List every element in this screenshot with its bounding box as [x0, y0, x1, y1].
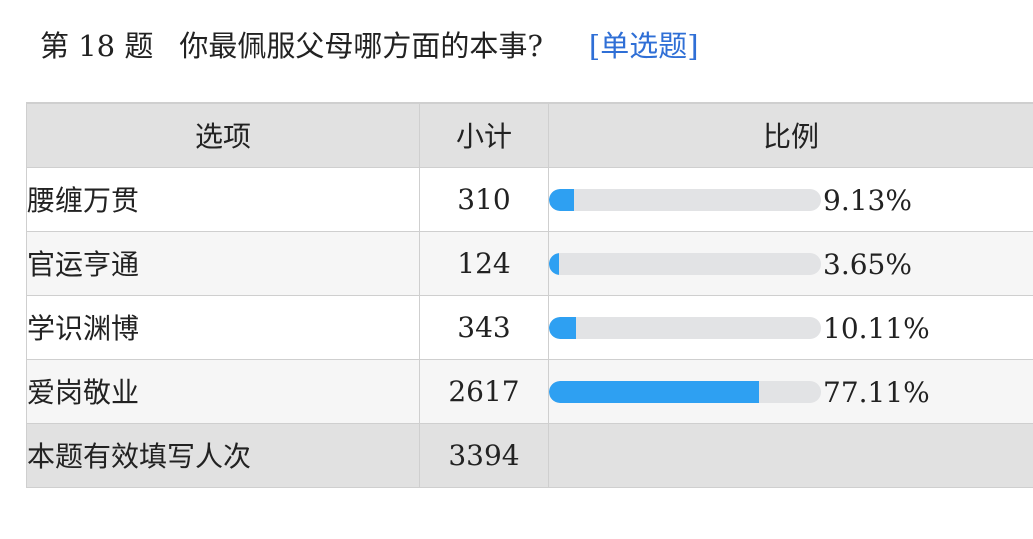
- option-label: 腰缠万贯: [26, 166, 420, 232]
- header-ratio: 比例: [548, 102, 1033, 168]
- table-row: 官运亨通 124 3.65%: [26, 230, 1033, 296]
- question-header: 第 18 题你最佩服父母哪方面的本事? [单选题]: [40, 26, 699, 66]
- ratio-cell: 9.13%: [548, 166, 1033, 232]
- progress-bar-fill: [549, 381, 759, 403]
- question-type-label: [单选题]: [588, 29, 699, 63]
- progress-bar-track: [549, 317, 821, 339]
- percent-label: 3.65%: [823, 247, 912, 281]
- progress-bar-fill: [549, 189, 574, 211]
- option-label: 官运亨通: [26, 230, 420, 296]
- option-count: 343: [419, 294, 549, 360]
- option-label: 爱岗敬业: [26, 358, 420, 424]
- percent-label: 9.13%: [823, 183, 912, 217]
- table-header-row: 选项 小计 比例: [26, 102, 1033, 168]
- table-row: 腰缠万贯 310 9.13%: [26, 166, 1033, 232]
- table-row: 学识渊博 343 10.11%: [26, 294, 1033, 360]
- question-number: 第 18 题: [40, 29, 154, 63]
- option-label: 学识渊博: [26, 294, 420, 360]
- question-text: 你最佩服父母哪方面的本事?: [179, 29, 543, 63]
- option-count: 310: [419, 166, 549, 232]
- progress-bar-fill: [549, 317, 577, 339]
- ratio-cell: 77.11%: [548, 358, 1033, 424]
- header-count: 小计: [419, 102, 549, 168]
- option-count: 2617: [419, 358, 549, 424]
- total-count: 3394: [419, 422, 549, 488]
- progress-bar-track: [549, 253, 821, 275]
- option-count: 124: [419, 230, 549, 296]
- total-label: 本题有效填写人次: [26, 422, 420, 488]
- ratio-cell: 10.11%: [548, 294, 1033, 360]
- percent-label: 77.11%: [823, 375, 930, 409]
- percent-label: 10.11%: [823, 311, 930, 345]
- total-row: 本题有效填写人次 3394: [26, 422, 1033, 488]
- results-table: 选项 小计 比例 腰缠万贯 310 9.13% 官运亨通 124 3.65%: [26, 102, 1033, 488]
- progress-bar-track: [549, 381, 821, 403]
- progress-bar-fill: [549, 253, 559, 275]
- total-empty-cell: [548, 422, 1033, 488]
- progress-bar-track: [549, 189, 821, 211]
- table-row: 爱岗敬业 2617 77.11%: [26, 358, 1033, 424]
- header-option: 选项: [26, 102, 420, 168]
- ratio-cell: 3.65%: [548, 230, 1033, 296]
